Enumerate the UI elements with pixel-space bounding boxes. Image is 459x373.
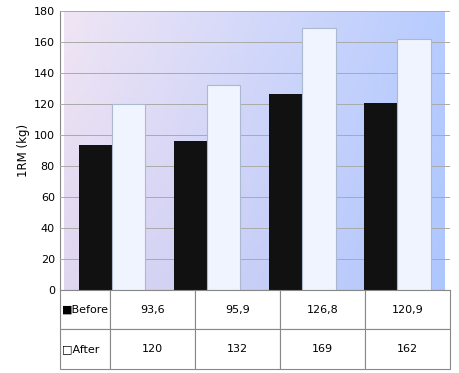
Bar bbox=[112, 104, 146, 290]
Y-axis label: 1RM (kg): 1RM (kg) bbox=[17, 124, 29, 177]
Bar bbox=[364, 103, 397, 290]
Bar bbox=[207, 85, 241, 290]
Bar bbox=[78, 145, 112, 290]
Bar bbox=[174, 141, 207, 290]
Bar bbox=[269, 94, 302, 290]
Bar bbox=[397, 39, 431, 290]
Bar bbox=[302, 28, 336, 290]
